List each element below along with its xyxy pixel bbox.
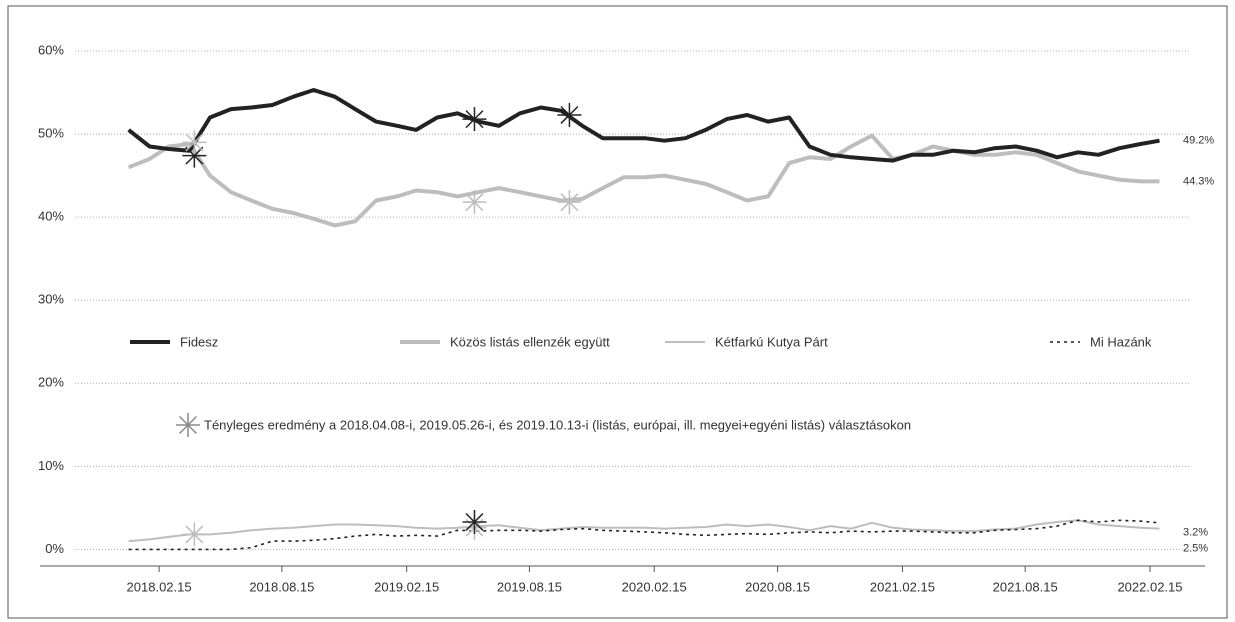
legend-marker — [176, 413, 200, 437]
end-label: 2.5% — [1183, 543, 1208, 555]
end-label: 3.2% — [1183, 527, 1208, 539]
marker-legend: Tényleges eredmény a 2018.04.08-i, 2019.… — [204, 417, 911, 432]
election-marker — [182, 130, 207, 155]
frame — [7, 5, 1228, 619]
election-marker — [462, 190, 487, 215]
marker-stroke — [560, 105, 579, 124]
y-tick-label: 10% — [38, 458, 64, 473]
election-marker — [462, 107, 487, 132]
y-tick-label: 40% — [38, 209, 64, 224]
series-line — [127, 88, 1160, 163]
x-tick-label: 2021.08.15 — [993, 579, 1058, 594]
x-tick-label: 2018.08.15 — [249, 579, 314, 594]
marker-stroke — [465, 512, 484, 531]
series-line — [128, 519, 1160, 551]
legend-label: Közös listás ellenzék együtt — [450, 334, 610, 349]
election-marker — [182, 522, 207, 547]
marker-stroke — [185, 133, 204, 152]
marker-stroke — [465, 193, 484, 212]
legend-label: Mi Hazánk — [1090, 334, 1152, 349]
x-tick-label: 2019.08.15 — [497, 579, 562, 594]
series-line — [128, 519, 1160, 543]
x-tick-label: 2022.02.15 — [1117, 579, 1182, 594]
legend-label: Kétfarkú Kutya Párt — [715, 334, 828, 349]
marker-stroke — [185, 146, 204, 165]
y-tick-label: 60% — [38, 42, 64, 57]
end-label: 49.2% — [1183, 135, 1214, 147]
series-line — [127, 133, 1160, 228]
y-tick-label: 50% — [38, 126, 64, 141]
marker-stroke — [185, 525, 204, 544]
end-label: 44.3% — [1183, 175, 1214, 187]
election-marker — [557, 102, 582, 127]
x-tick-label: 2019.02.15 — [374, 579, 439, 594]
y-tick-label: 20% — [38, 375, 64, 390]
election-marker — [557, 190, 582, 215]
election-marker — [462, 509, 487, 534]
legend-label: Fidesz — [180, 334, 218, 349]
marker-stroke — [178, 415, 198, 435]
marker-stroke — [465, 110, 484, 129]
x-tick-label: 2021.02.15 — [870, 579, 935, 594]
x-tick-label: 2020.08.15 — [745, 579, 810, 594]
y-tick-label: 30% — [38, 292, 64, 307]
marker-stroke — [560, 193, 579, 212]
y-tick-label: 0% — [45, 541, 64, 556]
x-tick-label: 2020.02.15 — [622, 579, 687, 594]
x-tick-label: 2018.02.15 — [127, 579, 192, 594]
